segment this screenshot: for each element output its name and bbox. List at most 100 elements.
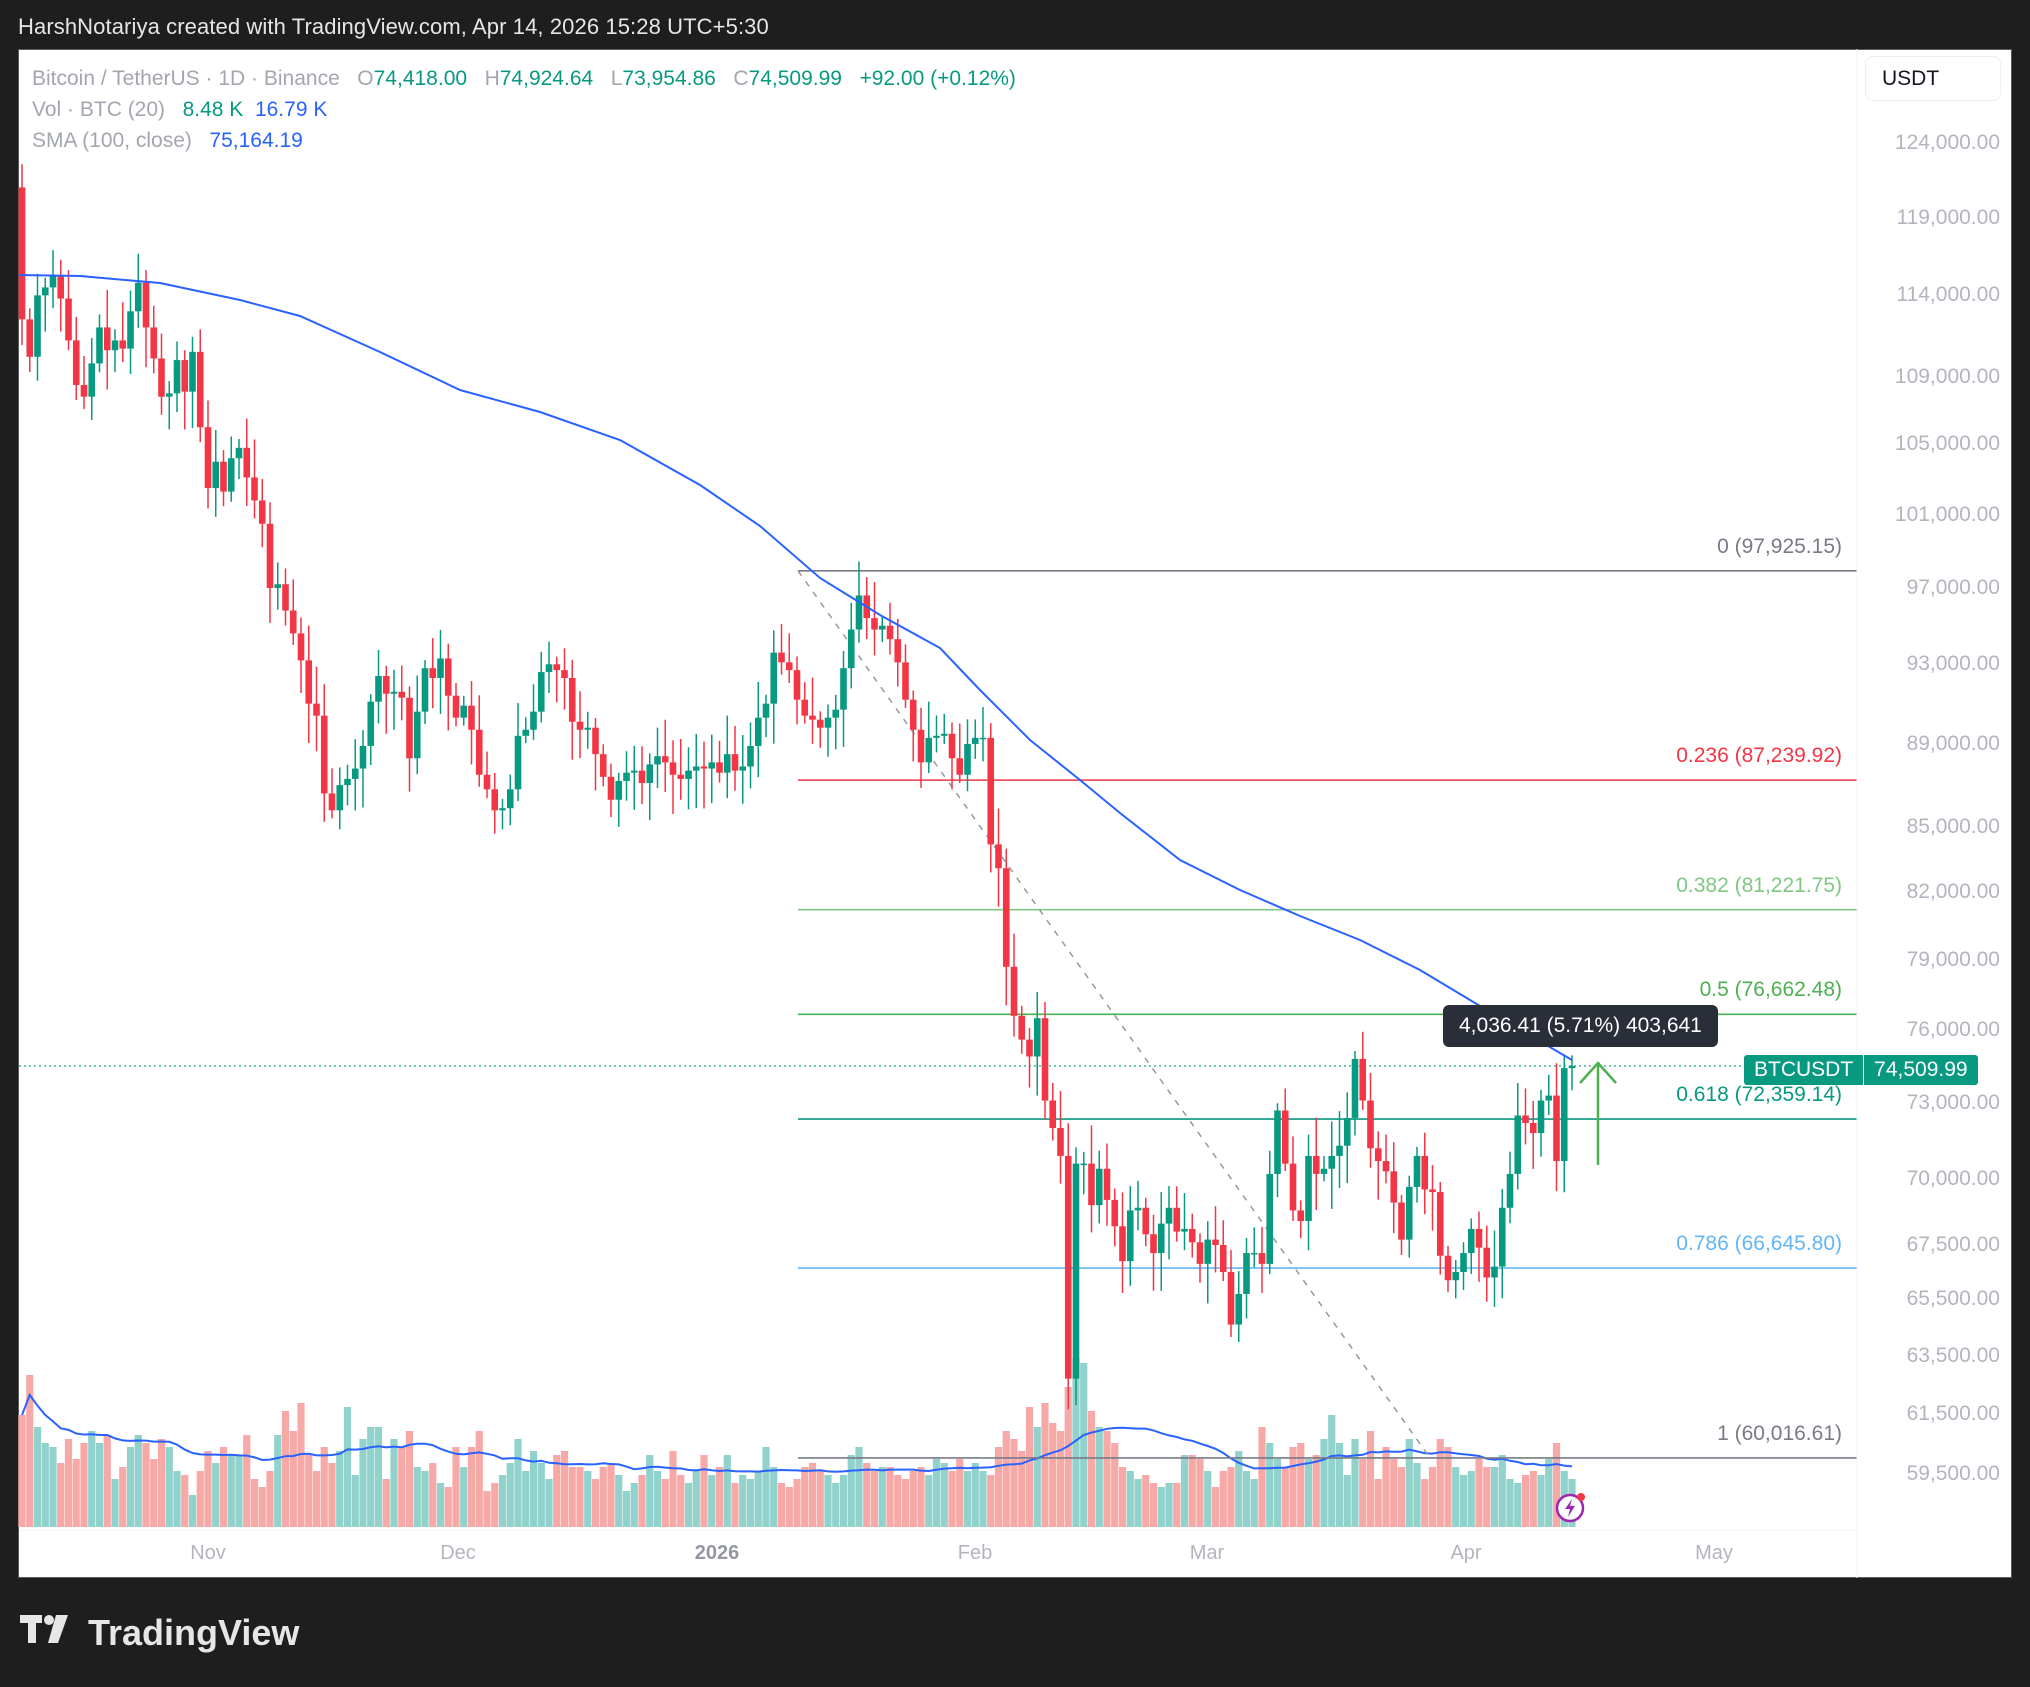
candle-body[interactable] <box>1289 1163 1297 1211</box>
candle-body[interactable] <box>344 778 351 786</box>
candle-body[interactable] <box>204 427 212 489</box>
candle-body[interactable] <box>359 745 367 769</box>
candle-body[interactable] <box>630 770 638 773</box>
candle-body[interactable] <box>142 282 150 328</box>
candle-body[interactable] <box>1382 1161 1390 1172</box>
candle-body[interactable] <box>886 625 894 640</box>
candle-body[interactable] <box>429 668 437 678</box>
candle-body[interactable] <box>537 672 545 712</box>
candle-body[interactable] <box>1064 1155 1072 1379</box>
candle-body[interactable] <box>1142 1207 1150 1235</box>
candle-body[interactable] <box>111 340 119 351</box>
candle-body[interactable] <box>320 715 328 794</box>
candle-body[interactable] <box>615 780 623 800</box>
candle-body[interactable] <box>1181 1228 1188 1232</box>
candle-body[interactable] <box>1491 1266 1498 1278</box>
candle-body[interactable] <box>258 500 266 524</box>
candle-body[interactable] <box>444 658 452 696</box>
sma-label[interactable]: SMA (100, close) <box>32 129 192 152</box>
candle-body[interactable] <box>1227 1272 1235 1325</box>
candle-body[interactable] <box>700 766 708 769</box>
candle-body[interactable] <box>661 756 669 763</box>
candle-body[interactable] <box>964 743 971 775</box>
candle-body[interactable] <box>452 695 460 718</box>
candle-body[interactable] <box>545 664 553 673</box>
candle-body[interactable] <box>475 729 483 775</box>
candle-body[interactable] <box>1351 1058 1359 1118</box>
candle-body[interactable] <box>1390 1171 1398 1203</box>
candle-body[interactable] <box>731 754 739 771</box>
candle-body[interactable] <box>785 662 793 671</box>
candle-body[interactable] <box>623 772 630 781</box>
candle-body[interactable] <box>305 660 313 704</box>
candle-body[interactable] <box>778 652 785 663</box>
candle-body[interactable] <box>1514 1115 1522 1174</box>
candle-body[interactable] <box>1204 1239 1212 1264</box>
candle-body[interactable] <box>1057 1128 1064 1156</box>
candle-body[interactable] <box>561 670 568 678</box>
candle-body[interactable] <box>1421 1155 1429 1190</box>
candle-body[interactable] <box>723 754 731 773</box>
candle-body[interactable] <box>158 358 165 397</box>
candle-body[interactable] <box>189 351 196 392</box>
candle-body[interactable] <box>685 770 692 779</box>
candle-body[interactable] <box>313 703 320 716</box>
candle-body[interactable] <box>1467 1228 1475 1254</box>
candle-body[interactable] <box>506 789 514 809</box>
candle-body[interactable] <box>1568 1065 1576 1069</box>
candle-body[interactable] <box>390 691 398 694</box>
candle-body[interactable] <box>1018 1015 1026 1040</box>
candle-body[interactable] <box>584 727 592 730</box>
candle-body[interactable] <box>1336 1145 1343 1156</box>
candle-body[interactable] <box>692 766 700 771</box>
candle-body[interactable] <box>568 677 576 722</box>
candle-body[interactable] <box>18 187 26 320</box>
candle-body[interactable] <box>1026 1039 1033 1057</box>
candle-body[interactable] <box>65 298 72 341</box>
candle-body[interactable] <box>809 715 816 720</box>
candle-body[interactable] <box>917 729 925 763</box>
candle-body[interactable] <box>646 764 654 784</box>
candle-body[interactable] <box>1343 1117 1351 1146</box>
candle-body[interactable] <box>925 737 933 763</box>
candle-body[interactable] <box>220 461 227 492</box>
candle-body[interactable] <box>421 668 429 712</box>
candle-body[interactable] <box>49 276 57 288</box>
candle-body[interactable] <box>909 699 917 730</box>
candle-body[interactable] <box>878 625 886 630</box>
candle-body[interactable] <box>1165 1207 1173 1224</box>
candle-body[interactable] <box>948 733 956 759</box>
candle-body[interactable] <box>1529 1123 1537 1134</box>
candle-body[interactable] <box>514 735 522 790</box>
candle-body[interactable] <box>1483 1247 1491 1278</box>
candle-body[interactable] <box>871 618 878 630</box>
candle-body[interactable] <box>1560 1068 1568 1162</box>
candle-body[interactable] <box>351 768 359 779</box>
candle-body[interactable] <box>1049 1100 1057 1129</box>
candle-body[interactable] <box>1088 1163 1095 1206</box>
candle-body[interactable] <box>328 793 336 811</box>
symbol-label[interactable]: Bitcoin / TetherUS · 1D · Binance <box>32 67 340 90</box>
candle-body[interactable] <box>1398 1202 1405 1240</box>
candle-body[interactable] <box>243 447 251 478</box>
candle-body[interactable] <box>638 770 646 784</box>
candle-body[interactable] <box>754 717 762 746</box>
candle-body[interactable] <box>1367 1100 1374 1149</box>
candle-body[interactable] <box>80 384 88 397</box>
candle-body[interactable] <box>832 709 840 718</box>
candle-body[interactable] <box>1413 1155 1421 1187</box>
candle-body[interactable] <box>654 756 661 765</box>
candle-body[interactable] <box>57 276 65 299</box>
candle-body[interactable] <box>1452 1272 1460 1281</box>
candle-body[interactable] <box>413 711 421 759</box>
candle-body[interactable] <box>72 340 80 385</box>
candle-body[interactable] <box>483 774 491 790</box>
candle-body[interactable] <box>1119 1226 1126 1262</box>
candle-body[interactable] <box>196 351 204 428</box>
candle-body[interactable] <box>933 735 940 738</box>
candle-body[interactable] <box>227 458 235 492</box>
candle-body[interactable] <box>995 844 1002 869</box>
candle-body[interactable] <box>235 447 243 459</box>
candle-body[interactable] <box>1243 1253 1250 1294</box>
